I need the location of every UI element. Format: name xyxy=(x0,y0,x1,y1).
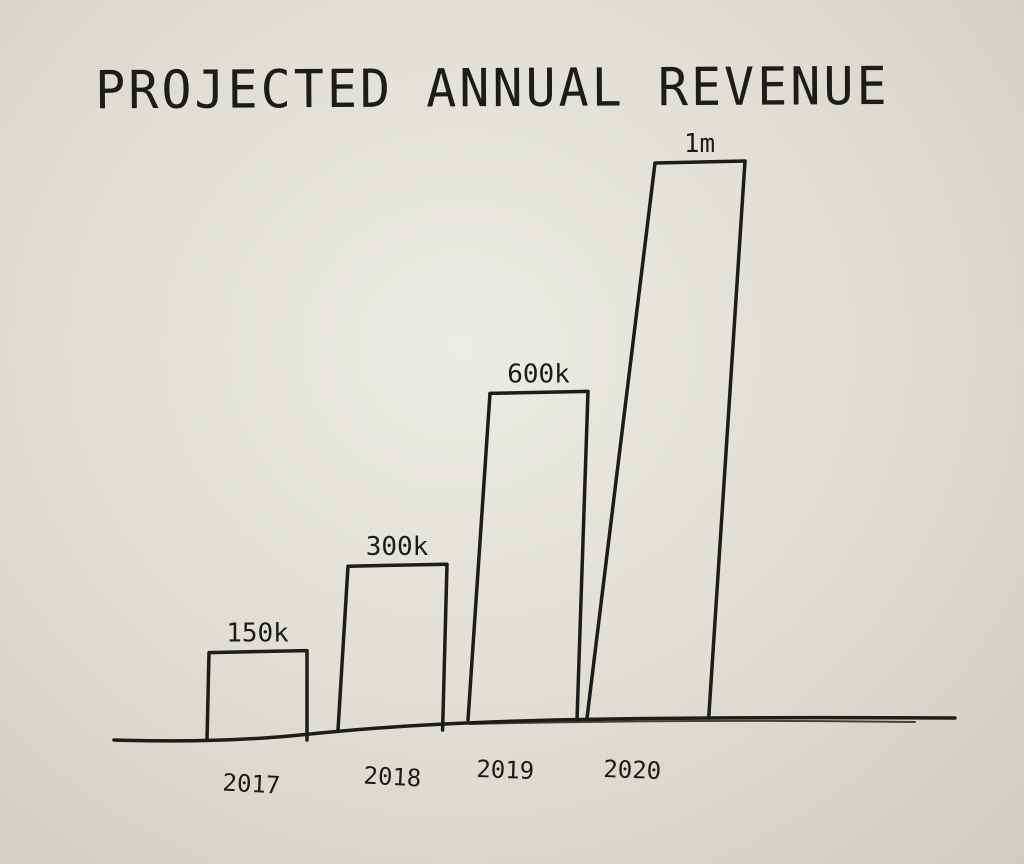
x-tick-label-2017: 2017 xyxy=(222,769,281,800)
data-label-2017: 150k xyxy=(226,619,289,649)
bar-2017 xyxy=(205,648,309,742)
bar-2018 xyxy=(336,562,449,732)
bar-2019 xyxy=(466,389,590,722)
x-tick-label-2019: 2019 xyxy=(476,755,535,785)
data-label-2020: 1m xyxy=(684,129,715,159)
x-tick-label-2020: 2020 xyxy=(603,755,662,785)
bar-2020 xyxy=(585,159,747,720)
x-axis-baseline xyxy=(112,715,957,743)
data-label-2019: 600k xyxy=(507,359,570,389)
data-label-2018: 300k xyxy=(366,532,429,562)
x-axis-baseline-overstroke xyxy=(469,719,916,725)
x-tick-label-2018: 2018 xyxy=(363,762,422,793)
